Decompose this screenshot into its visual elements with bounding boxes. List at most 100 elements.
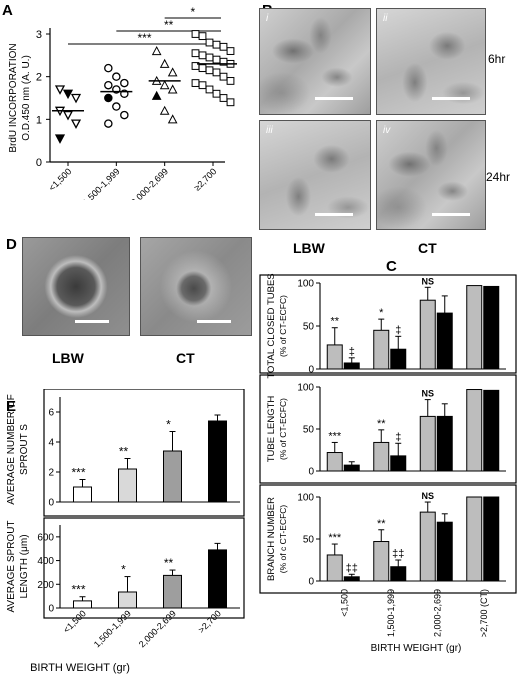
y-tick-label: 100 [297, 279, 314, 290]
y-axis-label-line2: O.D.450 nm (A. U.) [21, 55, 32, 141]
panel-frame [259, 374, 517, 484]
bar [118, 468, 137, 503]
group-label-lbw-d: LBW [52, 350, 84, 366]
y-axis-label-line1: BrdU INCORPORATION [8, 43, 19, 152]
significance-mark: NS [421, 491, 434, 501]
significance-label: *** [137, 31, 151, 45]
bar [390, 566, 407, 582]
panel-frame [43, 517, 245, 619]
y-tick-label: 200 [37, 580, 54, 591]
data-point [159, 80, 170, 90]
y-tick-label: 0 [308, 365, 314, 376]
data-point [120, 110, 129, 120]
sublabel-iii: iii [266, 125, 273, 136]
bar [343, 576, 360, 582]
y-tick-label: 6 [48, 408, 54, 419]
x-axis-label: BIRTH WEIGHT (gr) [371, 643, 462, 654]
micrograph-b-iv: iv [376, 120, 486, 230]
panel-label-c: C [386, 258, 397, 275]
bar [466, 389, 483, 472]
sublabel-i: i [266, 13, 269, 24]
y-tick-label: 100 [297, 493, 314, 504]
data-point [212, 40, 221, 49]
bar [163, 450, 182, 503]
data-point [159, 105, 170, 115]
time-label-6hr: 6hr [488, 52, 506, 66]
panel-label-e: E [6, 398, 17, 415]
significance-mark: *** [328, 532, 342, 544]
significance-mark: ‡ [395, 324, 401, 336]
x-tick-label: <1,500 [339, 589, 349, 617]
data-point [167, 84, 178, 94]
scale-bar [75, 320, 109, 323]
data-point [104, 93, 113, 103]
scale-bar [197, 320, 231, 323]
micrograph-b-ii: ii [376, 8, 486, 115]
data-point [191, 49, 200, 58]
micrograph-b-i: i [259, 8, 371, 115]
data-point [54, 85, 66, 95]
data-point [198, 51, 207, 60]
y-axis-label-line2: LENGTH (μm) [19, 534, 30, 598]
y-axis-label-line2: (% of CT-ECFC) [278, 398, 288, 460]
bar [373, 541, 390, 582]
y-tick-label: 0 [308, 467, 314, 478]
data-point [205, 85, 214, 94]
data-point [167, 114, 178, 124]
significance-mark: NS [421, 389, 434, 399]
bar [436, 415, 453, 472]
data-point [54, 134, 66, 144]
y-tick-label: 3 [36, 29, 42, 41]
bar [419, 511, 436, 582]
bar [73, 600, 92, 609]
data-point [104, 63, 113, 73]
panel-a-scatter-chart: 0 1 2 3 <1,500 1,500-1,999 2,000-2,699 ≥2,700 Br… [8, 5, 237, 200]
bar [73, 486, 92, 503]
scale-bar [315, 213, 353, 216]
y-tick-label: 0 [308, 577, 314, 588]
data-point [226, 98, 235, 107]
data-point [191, 30, 200, 38]
data-point [205, 66, 214, 75]
y-tick-label: 600 [37, 532, 54, 543]
y-axis-label-line1: BRANCH NUMBER [266, 497, 277, 581]
y-axis-label-line1: AVERAGE NUMBER OF [6, 394, 17, 504]
bar [390, 348, 407, 370]
significance-label: * [190, 5, 195, 19]
sublabel-iv: iv [383, 125, 391, 136]
y-tick-label: 2 [48, 468, 54, 479]
micrograph-b-iii: iii [259, 120, 371, 230]
significance-mark: ‡‡ [392, 548, 404, 560]
group-label-lbw-b: LBW [293, 240, 325, 256]
scale-bar [432, 213, 470, 216]
significance-mark: NS [421, 276, 434, 286]
bar [390, 455, 407, 472]
data-point [212, 55, 221, 64]
data-point [70, 119, 82, 129]
significance-mark: * [379, 307, 384, 319]
scale-bar [432, 97, 470, 100]
significance-mark: *** [328, 430, 342, 442]
x-tick-label: >2,700 (CT) [479, 589, 489, 637]
bar [436, 312, 453, 370]
data-point [219, 94, 228, 102]
significance-mark: ‡‡ [346, 562, 358, 574]
y-tick-label: 400 [37, 556, 54, 567]
bar [483, 496, 500, 582]
x-tick-label: 2,000-2,699 [137, 608, 178, 649]
y-axis-label-line1: AVERAGE SPROUT [6, 520, 17, 612]
y-axis-label-line2: (% of CT-ECFC) [278, 295, 288, 357]
y-tick-label: 50 [303, 322, 315, 333]
significance-mark: ** [377, 418, 386, 430]
y-axis-label-line2: SPROUT S [19, 424, 30, 475]
bar [208, 420, 227, 503]
data-point [159, 58, 170, 68]
data-point [167, 67, 178, 77]
x-tick-label: 1,500-1,999 [92, 608, 133, 649]
bar [373, 329, 390, 370]
x-tick-label: 2,000-2,699 [432, 589, 442, 637]
y-tick-label: 2 [36, 72, 42, 84]
data-point [151, 90, 162, 100]
y-tick-label: 1 [36, 114, 42, 126]
